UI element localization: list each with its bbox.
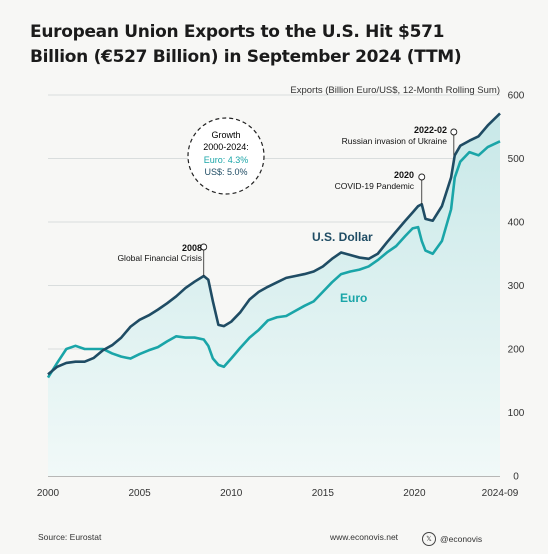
growth-callout: Growth 2000-2024: Euro: 4.3% US$: 5.0% [187,117,265,195]
y-tick-label: 300 [508,281,525,292]
annotation-text: Russian invasion of Ukraine [342,136,448,146]
callout-euro-growth: Euro: 4.3% [204,155,249,165]
x-logo-icon: 𝕏 [422,532,436,546]
callout-title-line2: 2000-2024: [203,142,249,152]
series-label-euro: Euro [340,291,367,305]
series-line-euro [46,140,501,379]
y-tick-label: 400 [508,218,525,229]
y-tick-label: 200 [508,345,525,356]
annotation-year: 2008 [182,243,202,253]
callout-circle [187,117,265,195]
annotation-year: 2022-02 [414,125,447,135]
annotation-marker [450,128,458,136]
axis-note: Exports (Billion Euro/US$, 12-Month Roll… [290,85,500,96]
annotation-marker [200,243,208,251]
y-tick-label: 500 [508,154,525,165]
area-layer [48,113,500,476]
annotation-text: Global Financial Crisis [117,253,202,263]
annotation-year: 2020 [394,170,414,180]
series-line-usd [47,112,501,376]
social-handle[interactable]: 𝕏 @econovis [422,532,482,546]
annotation-text: COVID-19 Pandemic [335,181,415,191]
callout-usd-growth: US$: 5.0% [204,167,247,177]
x-tick-label: 2020 [403,488,426,499]
page-title: European Union Exports to the U.S. Hit $… [30,22,462,67]
website-link[interactable]: www.econovis.net [330,532,399,542]
x-tick-label: 2010 [220,488,243,499]
usd-area [48,113,500,476]
x-tick-label: 2000 [37,488,60,499]
handle-text: @econovis [440,534,483,544]
series-label-usd: U.S. Dollar [312,230,373,244]
y-tick-label: 600 [508,91,525,102]
x-tick-label: 2024-09 [482,488,519,499]
annotation-marker [418,173,426,181]
series-lines [46,112,501,379]
callout-title-line1: Growth [211,130,240,140]
y-tick-label: 100 [508,408,525,419]
source-note: Source: Eurostat [38,532,102,542]
y-tick-label: 0 [513,472,519,483]
x-tick-label: 2015 [312,488,335,499]
x-tick-label: 2005 [128,488,151,499]
